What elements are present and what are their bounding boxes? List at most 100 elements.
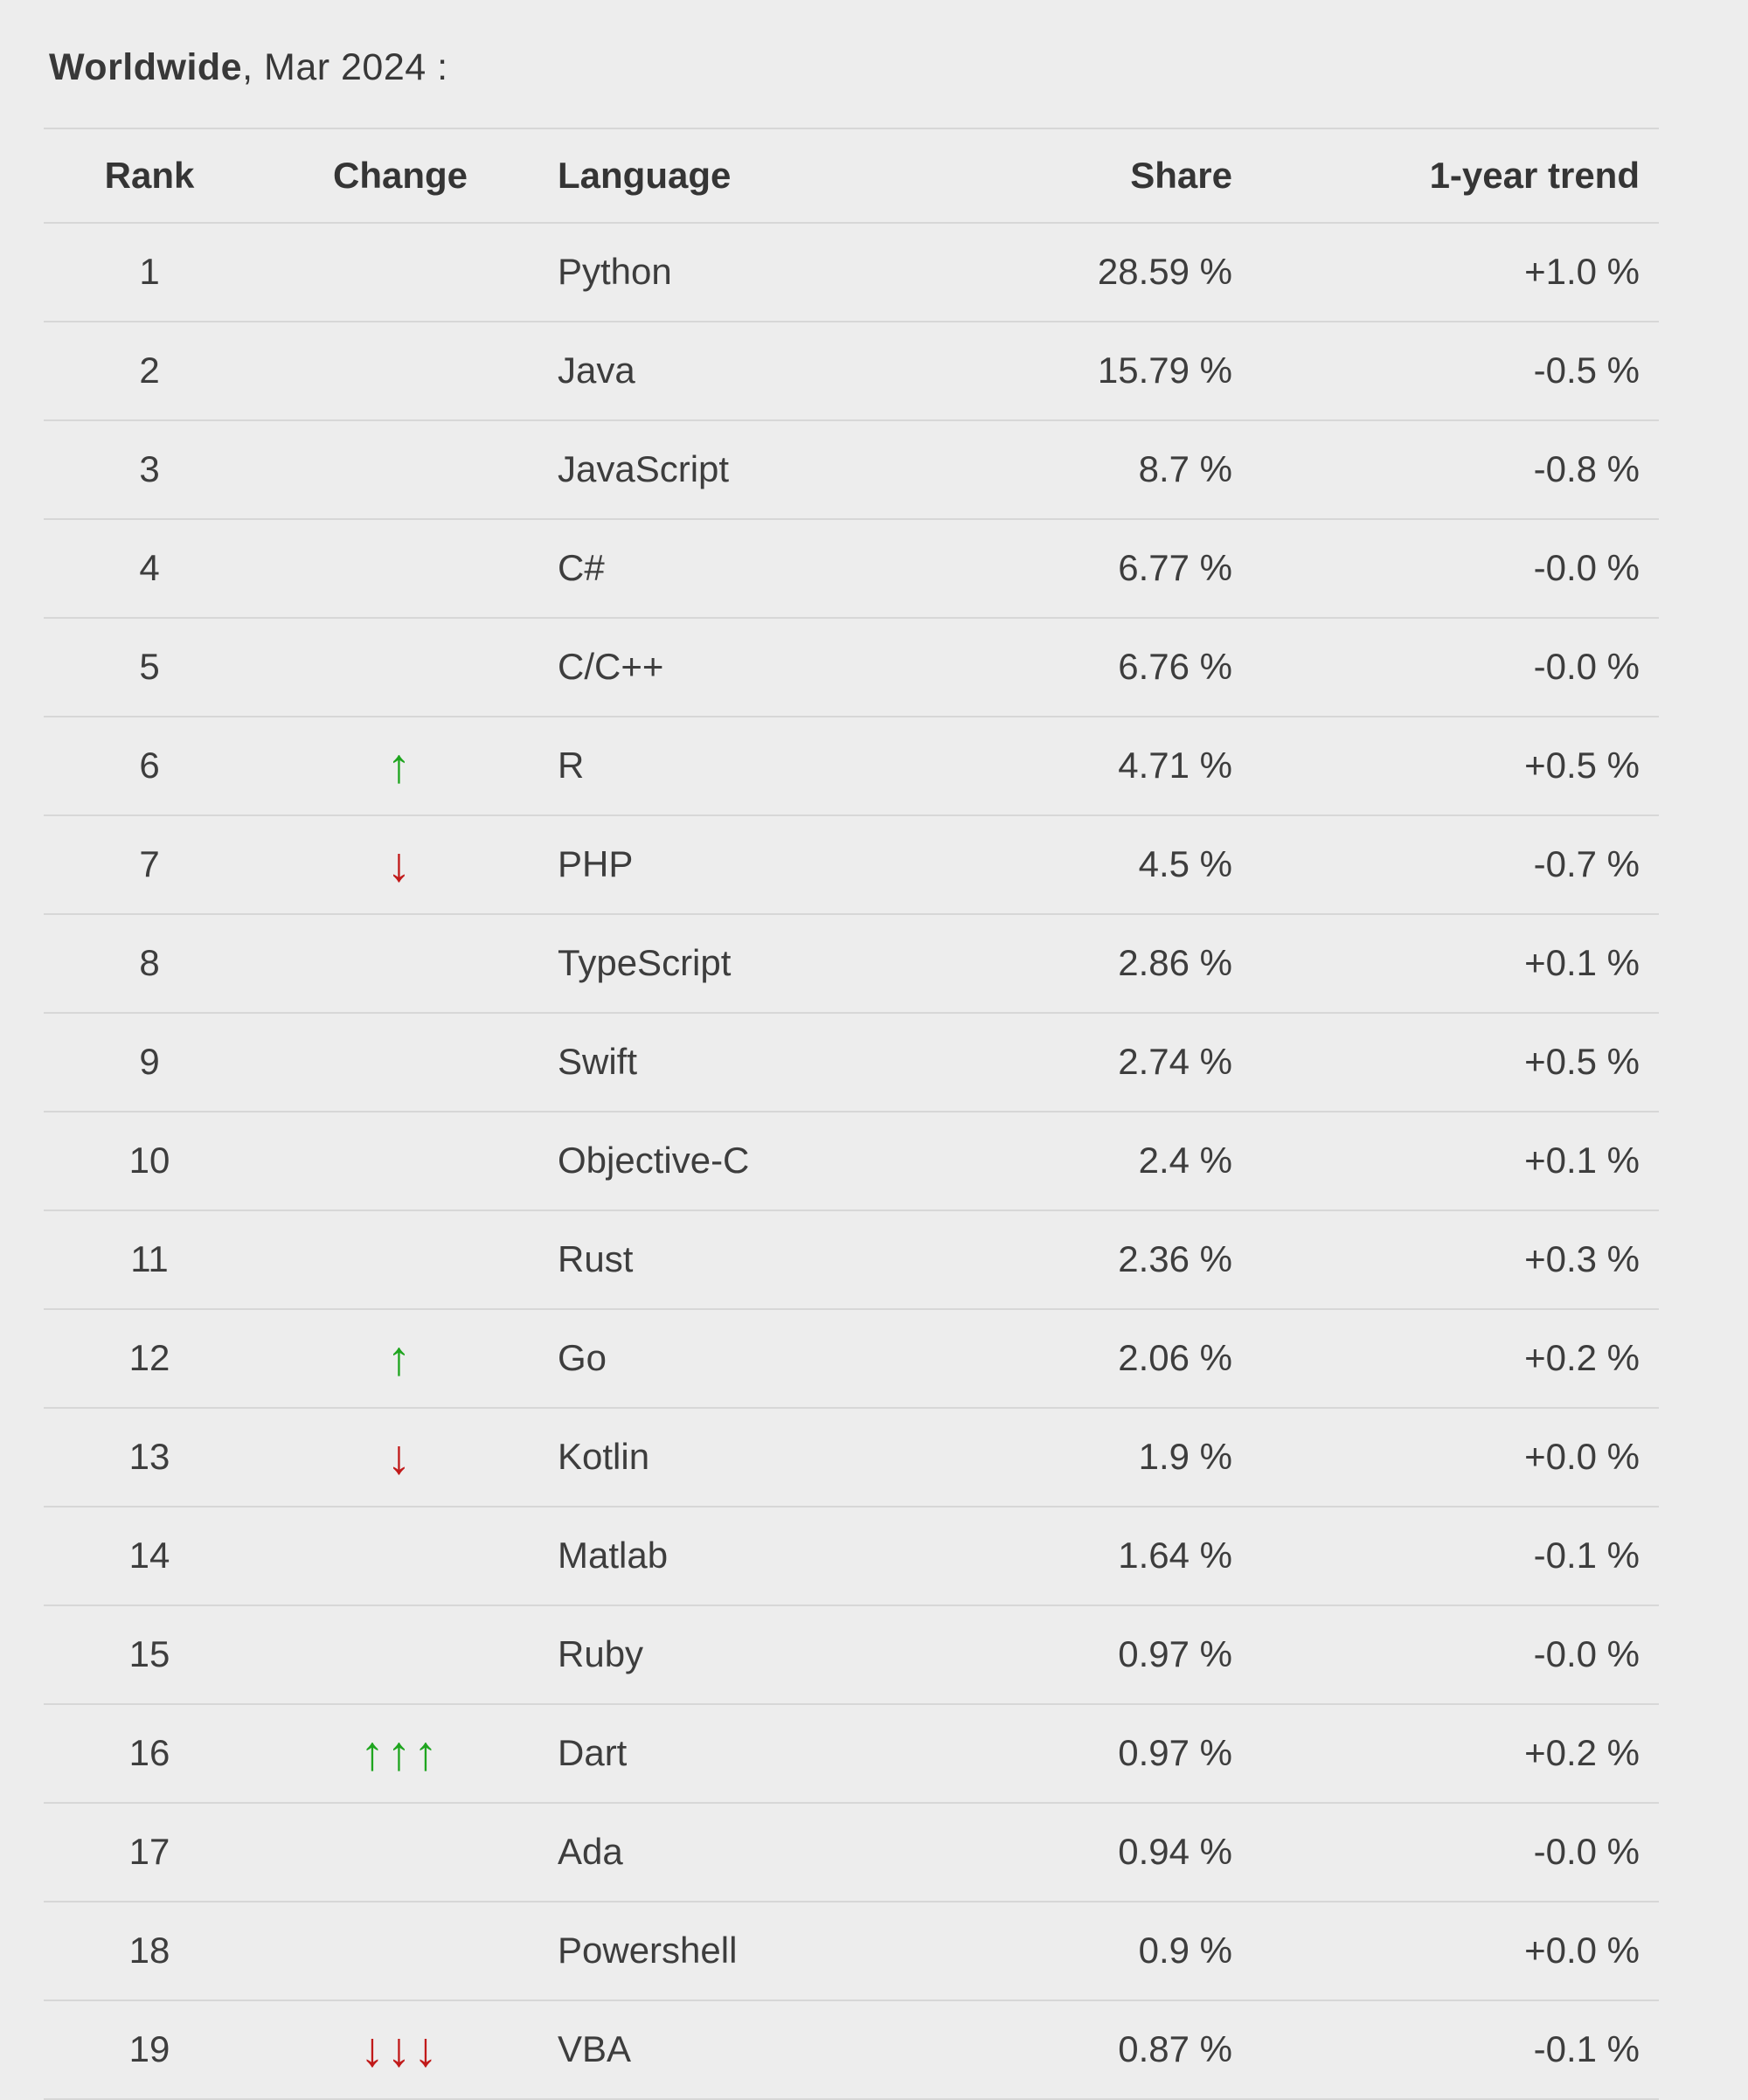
table-row: 11 Rust 2.36 % +0.3 %	[44, 1209, 1659, 1310]
trend-arrow-icon: ↓	[386, 836, 414, 891]
trend-cell: +0.1 %	[1233, 913, 1659, 1014]
table-row: 12 ↑ Go 2.06 % +0.2 %	[44, 1308, 1659, 1409]
rank-cell: 13	[44, 1407, 255, 1507]
title-region: Worldwide	[49, 46, 243, 88]
trend-cell: -0.1 %	[1233, 2000, 1659, 2100]
language-cell: TypeScript	[545, 913, 974, 1014]
language-cell: Powershell	[545, 1901, 974, 2001]
share-cell: 2.4 %	[974, 1111, 1233, 1211]
change-cell	[255, 518, 545, 619]
trend-cell: +0.0 %	[1233, 1901, 1659, 2001]
rank-cell: 12	[44, 1308, 255, 1409]
table-body: 1 Python 28.59 % +1.0 % 2 Java 15.79 % -…	[44, 222, 1659, 2100]
change-cell	[255, 1506, 545, 1606]
language-cell: Objective-C	[545, 1111, 974, 1211]
share-cell: 4.5 %	[974, 814, 1233, 915]
header-language: Language	[545, 128, 974, 224]
trend-cell: +0.5 %	[1233, 1012, 1659, 1112]
rank-cell: 1	[44, 222, 255, 322]
trend-cell: +0.2 %	[1233, 1308, 1659, 1409]
table-row: 7 ↓ PHP 4.5 % -0.7 %	[44, 814, 1659, 915]
share-cell: 2.86 %	[974, 913, 1233, 1014]
rank-cell: 4	[44, 518, 255, 619]
share-cell: 0.97 %	[974, 1604, 1233, 1705]
table-row: 8 TypeScript 2.86 % +0.1 %	[44, 913, 1659, 1014]
share-cell: 2.06 %	[974, 1308, 1233, 1409]
trend-arrow-icon: ↓↓↓	[360, 2021, 440, 2076]
table-row: 10 Objective-C 2.4 % +0.1 %	[44, 1111, 1659, 1211]
language-cell: C#	[545, 518, 974, 619]
table-row: 4 C# 6.77 % -0.0 %	[44, 518, 1659, 619]
rank-cell: 18	[44, 1901, 255, 2001]
language-cell: Go	[545, 1308, 974, 1409]
table-row: 6 ↑ R 4.71 % +0.5 %	[44, 716, 1659, 816]
change-cell: ↓	[255, 1407, 545, 1507]
header-row: Rank Change Language Share 1-year trend	[44, 128, 1659, 224]
language-cell: PHP	[545, 814, 974, 915]
language-cell: JavaScript	[545, 419, 974, 520]
trend-cell: -0.7 %	[1233, 814, 1659, 915]
header-trend: 1-year trend	[1233, 128, 1659, 224]
language-cell: Dart	[545, 1703, 974, 1804]
table-row: 15 Ruby 0.97 % -0.0 %	[44, 1604, 1659, 1705]
share-cell: 15.79 %	[974, 321, 1233, 421]
table-row: 19 ↓↓↓ VBA 0.87 % -0.1 %	[44, 2000, 1659, 2100]
trend-cell: -0.0 %	[1233, 1802, 1659, 1902]
page-title: Worldwide, Mar 2024 :	[49, 45, 1704, 91]
table-row: 14 Matlab 1.64 % -0.1 %	[44, 1506, 1659, 1606]
share-cell: 0.94 %	[974, 1802, 1233, 1902]
change-cell: ↑	[255, 1308, 545, 1409]
rank-cell: 11	[44, 1209, 255, 1310]
rank-cell: 14	[44, 1506, 255, 1606]
header-rank: Rank	[44, 128, 255, 224]
rank-cell: 19	[44, 2000, 255, 2100]
rank-cell: 7	[44, 814, 255, 915]
rank-cell: 6	[44, 716, 255, 816]
change-cell	[255, 321, 545, 421]
share-cell: 6.76 %	[974, 617, 1233, 717]
table-row: 13 ↓ Kotlin 1.9 % +0.0 %	[44, 1407, 1659, 1507]
rank-cell: 15	[44, 1604, 255, 1705]
change-cell	[255, 617, 545, 717]
share-cell: 4.71 %	[974, 716, 1233, 816]
trend-cell: +0.3 %	[1233, 1209, 1659, 1310]
share-cell: 8.7 %	[974, 419, 1233, 520]
share-cell: 28.59 %	[974, 222, 1233, 322]
change-cell	[255, 1111, 545, 1211]
trend-cell: +1.0 %	[1233, 222, 1659, 322]
table-row: 5 C/C++ 6.76 % -0.0 %	[44, 617, 1659, 717]
language-cell: C/C++	[545, 617, 974, 717]
rank-cell: 17	[44, 1802, 255, 1902]
trend-cell: +0.1 %	[1233, 1111, 1659, 1211]
title-date: , Mar 2024 :	[242, 46, 448, 88]
rank-cell: 10	[44, 1111, 255, 1211]
language-cell: Swift	[545, 1012, 974, 1112]
language-cell: Java	[545, 321, 974, 421]
table-row: 17 Ada 0.94 % -0.0 %	[44, 1802, 1659, 1902]
language-cell: R	[545, 716, 974, 816]
language-cell: Python	[545, 222, 974, 322]
header-share: Share	[974, 128, 1233, 224]
rank-cell: 2	[44, 321, 255, 421]
share-cell: 2.74 %	[974, 1012, 1233, 1112]
share-cell: 0.97 %	[974, 1703, 1233, 1804]
rank-cell: 5	[44, 617, 255, 717]
language-cell: Ruby	[545, 1604, 974, 1705]
trend-arrow-icon: ↑	[386, 738, 414, 793]
language-cell: Ada	[545, 1802, 974, 1902]
change-cell	[255, 1604, 545, 1705]
share-cell: 0.9 %	[974, 1901, 1233, 2001]
rank-cell: 3	[44, 419, 255, 520]
language-cell: Kotlin	[545, 1407, 974, 1507]
trend-cell: -0.0 %	[1233, 617, 1659, 717]
change-cell: ↓	[255, 814, 545, 915]
trend-arrow-icon: ↑↑↑	[360, 1725, 440, 1780]
share-cell: 1.9 %	[974, 1407, 1233, 1507]
trend-cell: +0.0 %	[1233, 1407, 1659, 1507]
trend-cell: -0.0 %	[1233, 1604, 1659, 1705]
trend-cell: -0.0 %	[1233, 518, 1659, 619]
trend-cell: +0.5 %	[1233, 716, 1659, 816]
header-change: Change	[255, 128, 545, 224]
table-row: 18 Powershell 0.9 % +0.0 %	[44, 1901, 1659, 2001]
